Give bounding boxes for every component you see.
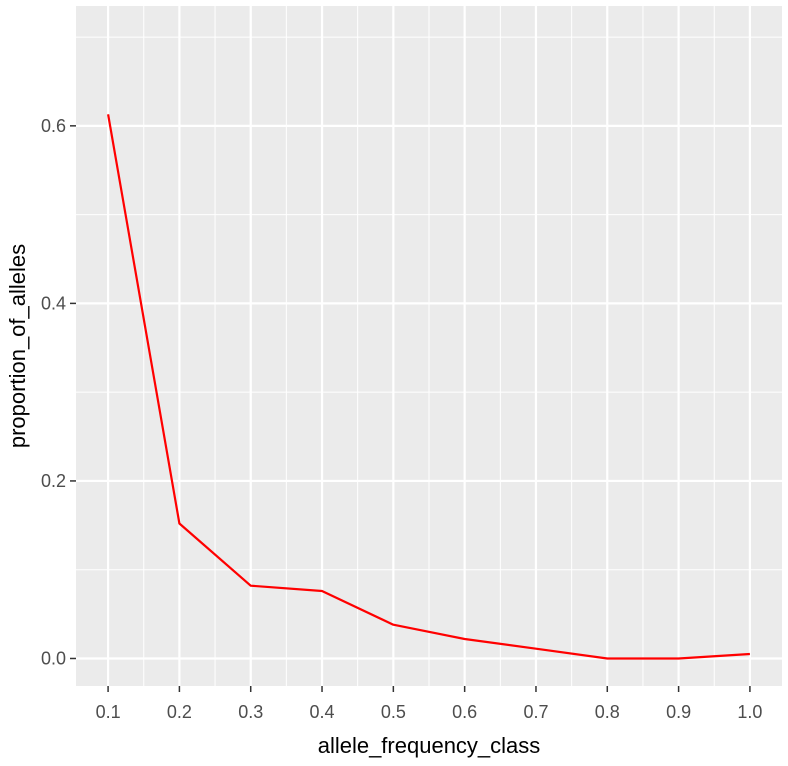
x-axis-title: allele_frequency_class	[318, 733, 541, 758]
x-tick-label: 0.1	[96, 702, 121, 722]
series-layer	[107, 114, 750, 660]
x-tick-label: 0.9	[666, 702, 691, 722]
x-tick-label: 0.5	[381, 702, 406, 722]
x-tick-label: 0.4	[310, 702, 335, 722]
y-tick-label: 0.0	[41, 648, 66, 668]
y-tick-label: 0.6	[41, 116, 66, 136]
x-axis: 0.1 0.2 0.3 0.4 0.5 0.6 0.7 0.8 0.9 1.0	[96, 686, 762, 722]
x-tick-label: 0.2	[167, 702, 192, 722]
x-tick-label: 1.0	[737, 702, 762, 722]
series-line	[107, 114, 750, 660]
y-axis: 0.0 0.2 0.4 0.6	[41, 116, 76, 668]
x-tick-label: 0.7	[523, 702, 548, 722]
grid-minor	[76, 6, 782, 686]
x-tick-label: 0.8	[595, 702, 620, 722]
x-tick-label: 0.6	[452, 702, 477, 722]
x-tick-label: 0.3	[238, 702, 263, 722]
y-tick-label: 0.2	[41, 471, 66, 491]
y-tick-label: 0.4	[41, 293, 66, 313]
grid-major	[76, 6, 782, 686]
y-axis-title: proportion_of_alleles	[5, 244, 30, 448]
